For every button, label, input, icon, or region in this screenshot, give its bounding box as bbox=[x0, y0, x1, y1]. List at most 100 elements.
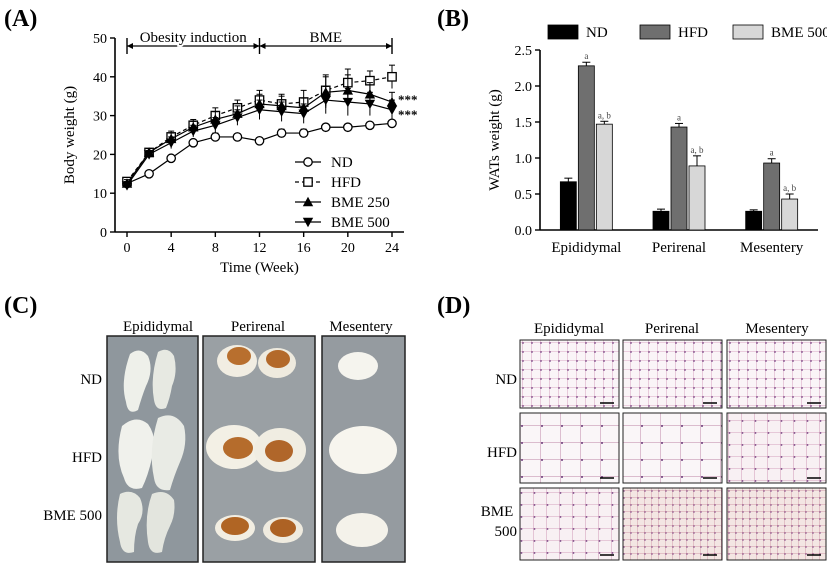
data-point bbox=[165, 138, 177, 148]
y-tick-label: 30 bbox=[93, 110, 107, 125]
legend-label: BME 500 bbox=[331, 215, 390, 231]
panel-c-col-epididymal: Epididymal bbox=[123, 319, 193, 335]
data-point bbox=[210, 121, 221, 131]
legend-marker bbox=[302, 217, 314, 228]
y-tick-label: 2.5 bbox=[515, 44, 533, 59]
data-point bbox=[254, 135, 265, 146]
body-weight-line-chart: 0 10 20 30 40 50 0 4 8 12 16 20 24 Time (Week) Body we… bbox=[62, 28, 418, 276]
data-point bbox=[276, 107, 287, 117]
panel-a: (A) 0 10 20 30 40 50 0 4 8 12 16 20 24 Time (Week) Bod… bbox=[4, 6, 418, 276]
data-point bbox=[143, 150, 155, 160]
y-axis-title: WATs weight (g) bbox=[487, 89, 503, 190]
panel-c-letter: (C) bbox=[4, 293, 37, 319]
phase-induction-label: Obesity induction bbox=[140, 30, 248, 46]
data-point bbox=[188, 137, 199, 148]
histology-hfd-perirenal bbox=[622, 412, 723, 484]
histology-bme-mesentery bbox=[726, 487, 827, 561]
scale-bars bbox=[600, 402, 821, 556]
y-tick-label: 1.0 bbox=[515, 152, 533, 167]
significance-label: a bbox=[677, 112, 681, 122]
legend-marker bbox=[302, 196, 314, 207]
panel-d-row-bme-line2: 500 bbox=[495, 524, 518, 540]
legend-marker bbox=[303, 177, 313, 187]
bar bbox=[781, 198, 799, 231]
x-tick-label: 16 bbox=[297, 241, 311, 256]
data-point bbox=[365, 120, 375, 131]
panel-d-col-mesentery: Mesentery bbox=[745, 321, 809, 337]
y-tick-label: 2.0 bbox=[515, 80, 533, 95]
data-point bbox=[320, 95, 331, 106]
data-point bbox=[276, 128, 287, 138]
significance-label: a, b bbox=[691, 145, 704, 155]
y-tick-label: 1.5 bbox=[515, 116, 533, 131]
legend-marker bbox=[303, 157, 313, 167]
series-hfd: HFD bbox=[122, 64, 397, 191]
histology-hfd-mesentery bbox=[726, 412, 827, 484]
histology-bme-perirenal bbox=[622, 487, 723, 561]
x-tick-label: 8 bbox=[212, 241, 219, 256]
arrow-head bbox=[127, 43, 133, 49]
x-axis-title: Time (Week) bbox=[220, 260, 299, 276]
y-tick-label: 0 bbox=[100, 226, 107, 241]
x-tick-label: 0 bbox=[124, 241, 131, 256]
data-point bbox=[298, 128, 309, 138]
panel-c-row-nd: ND bbox=[80, 372, 102, 388]
panel-c-row-bme-label: BME 500 bbox=[43, 508, 102, 524]
legend-label: HFD bbox=[331, 175, 361, 191]
legend-label: BME 500 bbox=[771, 25, 827, 41]
category-label: Perirenal bbox=[652, 240, 706, 256]
legend-label: HFD bbox=[678, 25, 708, 41]
data-point bbox=[342, 97, 354, 108]
phase-treatment-label: BME bbox=[309, 30, 342, 46]
data-point bbox=[188, 126, 199, 137]
x-tick-label: 4 bbox=[168, 241, 175, 256]
x-tick-label: 20 bbox=[341, 241, 355, 256]
data-point bbox=[387, 118, 397, 129]
panel-d-row-nd: ND bbox=[495, 372, 517, 388]
significance-label: a bbox=[770, 148, 774, 158]
histology-grid bbox=[519, 339, 827, 561]
data-point bbox=[364, 99, 376, 110]
bar bbox=[595, 123, 613, 231]
panel-d-row-bme: BME 500 bbox=[481, 504, 517, 540]
data-point bbox=[232, 113, 243, 123]
data-point bbox=[342, 122, 353, 133]
significance-bme500: *** bbox=[398, 107, 418, 122]
legend-label: BME 250 bbox=[331, 195, 390, 211]
panel-d-letter: (D) bbox=[437, 293, 470, 319]
histology-hfd-epididymal bbox=[519, 412, 620, 484]
y-tick-label: 0.0 bbox=[515, 224, 533, 239]
data-point bbox=[210, 132, 221, 142]
panel-d-col-epididymal: Epididymal bbox=[534, 321, 604, 337]
panel-c-row-hfd: HFD bbox=[72, 450, 102, 466]
y-axis-title: Body weight (g) bbox=[62, 86, 78, 184]
bar bbox=[559, 181, 577, 231]
panel-c: (C) Epididymal Perirenal Mesentery ND HF… bbox=[4, 293, 406, 563]
y-tick-label: 20 bbox=[93, 148, 107, 163]
data-point bbox=[386, 105, 398, 115]
legend-swatch bbox=[639, 24, 671, 40]
data-point bbox=[254, 105, 265, 115]
panel-b: (B) 0.0 0.5 1.0 1.5 2.0 2.5 WATs weight (g) Epi… bbox=[437, 6, 827, 256]
panel-a-letter: (A) bbox=[4, 6, 37, 32]
panel-c-row-bme: BME 500 bbox=[43, 508, 102, 524]
bar bbox=[577, 65, 595, 231]
significance-label: a, b bbox=[783, 183, 796, 193]
data-point bbox=[298, 109, 309, 119]
significance-bme250: *** bbox=[398, 92, 418, 107]
arrow-head bbox=[259, 43, 266, 49]
bar bbox=[745, 210, 763, 231]
y-tick-label: 10 bbox=[93, 187, 107, 202]
x-tick-label: 24 bbox=[385, 241, 399, 256]
data-point bbox=[320, 122, 331, 133]
x-tick-label: 12 bbox=[253, 241, 267, 256]
arrow-head bbox=[253, 43, 260, 49]
data-point bbox=[387, 71, 397, 82]
series-nd: ND bbox=[122, 118, 397, 189]
y-tick-label: 0.5 bbox=[515, 188, 533, 203]
data-point bbox=[232, 132, 243, 142]
category-label: Epididymal bbox=[551, 240, 621, 256]
photo-mesentery bbox=[321, 335, 406, 563]
panel-d-row-bme-line1: BME bbox=[481, 504, 514, 520]
